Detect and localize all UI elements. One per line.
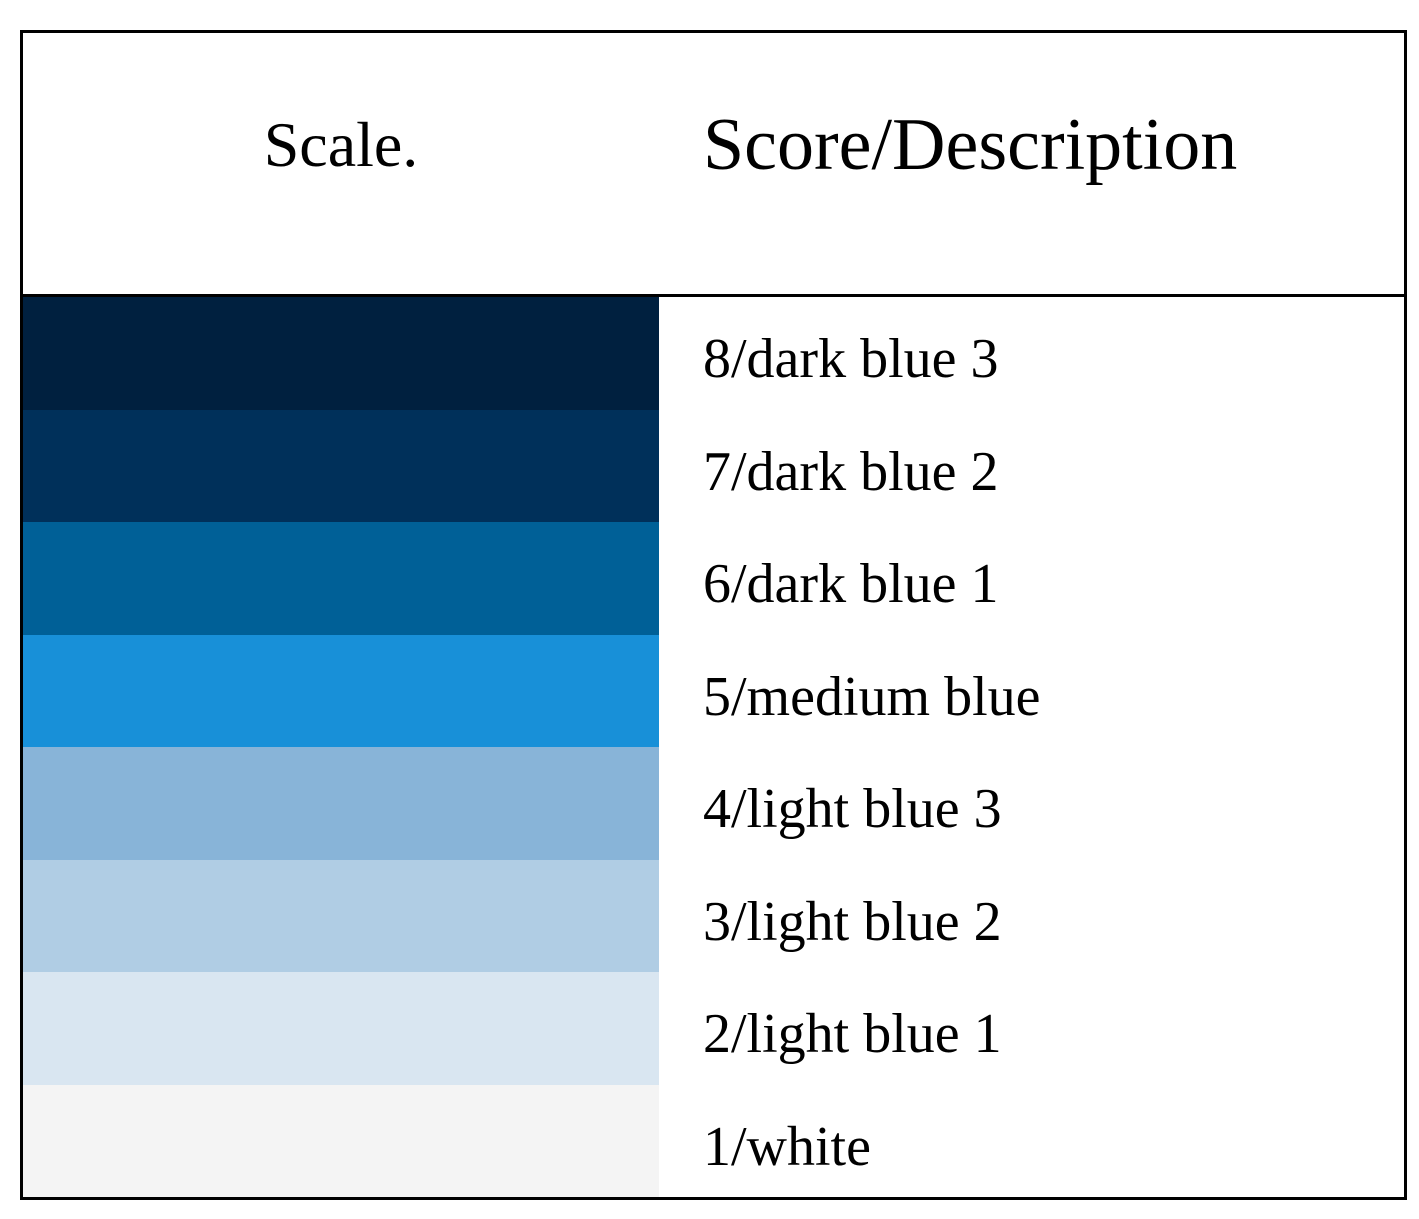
color-swatch (23, 634, 659, 747)
table-row: 8/dark blue 3 (23, 297, 1404, 410)
table: Scale. Score/Description 8/dark blue 3 7/… (20, 30, 1407, 1200)
table-header: Scale. Score/Description (23, 33, 1404, 297)
color-swatch (23, 747, 659, 860)
score-description: 3/light blue 2 (703, 890, 1002, 953)
score-description: 8/dark blue 3 (703, 328, 999, 390)
color-swatch (23, 522, 659, 635)
table-row: 4/light blue 3 (23, 747, 1404, 860)
score-description: 2/light blue 1 (703, 1003, 1002, 1065)
table-row: 2/light blue 1 (23, 972, 1404, 1085)
score-description: 7/dark blue 2 (703, 440, 999, 503)
table-row: 3/light blue 2 (23, 859, 1404, 972)
table-row: 6/dark blue 1 (23, 522, 1404, 635)
score-description: 6/dark blue 1 (703, 553, 999, 615)
score-description: 1/white (703, 1115, 871, 1178)
table-row: 7/dark blue 2 (23, 409, 1404, 522)
table-body: 8/dark blue 3 7/dark blue 2 6/dark blue 1 5… (23, 297, 1404, 1197)
table-row: 1/white (23, 1084, 1404, 1197)
color-swatch (23, 972, 659, 1085)
color-swatch (23, 409, 659, 522)
color-swatch (23, 297, 659, 410)
score-description: 4/light blue 3 (703, 778, 1002, 840)
table-row: 5/medium blue (23, 634, 1404, 747)
color-swatch (23, 1084, 659, 1197)
score-description: 5/medium blue (703, 665, 1041, 728)
header-cell: Scale. (263, 109, 419, 180)
color-swatch (23, 859, 659, 972)
header-cell: Score/Description (703, 104, 1238, 186)
